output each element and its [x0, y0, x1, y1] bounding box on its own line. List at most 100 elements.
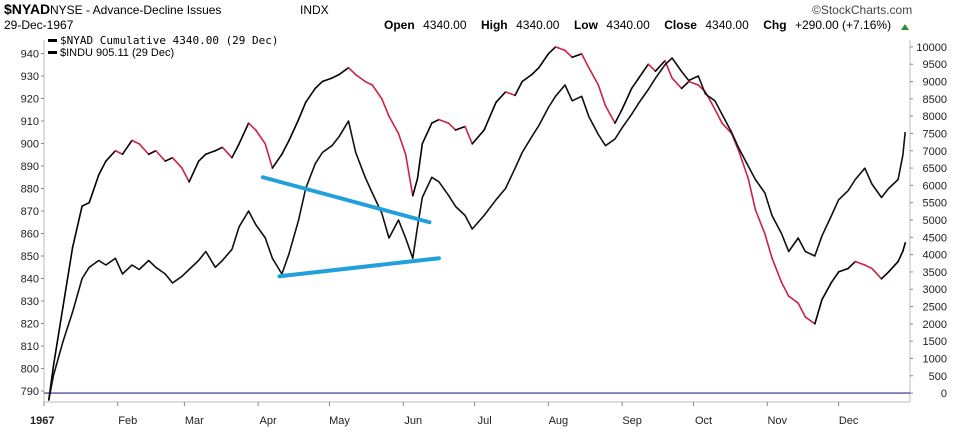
nyad-segment: [564, 49, 573, 59]
right-tick-label: 7000: [923, 146, 947, 158]
nyad-segment: [97, 160, 107, 176]
nyad-segment: [780, 281, 790, 297]
nyad-segment: [504, 91, 516, 97]
nyad-segment: [647, 63, 657, 72]
nyad-segment: [297, 101, 307, 121]
right-tick-label: 1000: [923, 353, 947, 365]
nyad-segment: [887, 260, 899, 273]
right-tick-label: 6500: [923, 163, 947, 175]
nyad-segment: [331, 73, 340, 79]
legend: $NYAD Cumulative 4340.00 (29 Dec)$INDU 9…: [48, 34, 279, 59]
nyad-segment: [247, 122, 257, 131]
x-tick-label: Oct: [695, 415, 712, 427]
nyad-segment: [737, 149, 750, 180]
nyad-segment: [254, 129, 267, 145]
nyad-segment: [381, 98, 390, 117]
x-tick-label: Jul: [478, 415, 492, 427]
nyad-segment: [264, 143, 274, 169]
high-label: High: [481, 18, 508, 32]
right-tick-label: 4000: [923, 250, 947, 262]
nyad-segment: [62, 246, 74, 308]
nyad-segment: [105, 149, 117, 162]
x-tick-label: Dec: [839, 415, 859, 427]
nyad-segment: [514, 80, 524, 97]
trendlines: [260, 175, 441, 279]
left-tick-label: 790: [21, 386, 39, 398]
nyad-segment: [787, 295, 799, 304]
nyad-segment: [304, 87, 317, 104]
nyad-segment: [188, 160, 200, 183]
nyad-segment: [687, 80, 700, 86]
nyad-segment: [854, 260, 866, 266]
right-tick-label: 3500: [923, 267, 947, 279]
left-tick-label: 900: [21, 139, 39, 151]
right-tick-label: 2500: [923, 302, 947, 314]
left-tick-label: 930: [21, 71, 39, 83]
nyad-segment: [197, 153, 207, 162]
open-label: Open: [384, 18, 415, 32]
x-tick-label: Feb: [118, 415, 137, 427]
nyad-segment: [454, 125, 466, 131]
legend-label: $INDU 905.11 (29 Dec): [60, 47, 174, 59]
nyad-segment: [397, 132, 407, 156]
chart-date: 29-Dec-1967: [4, 18, 74, 32]
right-tick-label: 3000: [923, 284, 947, 296]
nyad-segment: [521, 73, 533, 83]
nyad-segment: [364, 80, 374, 86]
nyad-segment: [797, 302, 807, 318]
trendline-1: [260, 175, 432, 225]
right-tick-label: 1500: [923, 336, 947, 348]
left-tick-label: 810: [21, 341, 39, 353]
left-tick-label: 880: [21, 184, 39, 196]
nyad-segment: [588, 66, 600, 86]
nyad-segment: [671, 77, 683, 90]
x-axis: 1967 Feb Mar Apr May Jun Jul Aug Sep Oct Nov Dec: [30, 402, 859, 427]
nyad-segment: [754, 208, 766, 235]
right-tick-label: 8000: [923, 111, 947, 123]
right-tick-label: 5500: [923, 198, 947, 210]
nyad-segment: [314, 80, 324, 90]
nyad-segment: [530, 66, 540, 76]
nyad-segment: [630, 77, 640, 90]
nyad-segment: [114, 149, 124, 156]
plot-frame: [43, 40, 911, 403]
nyad-segment: [321, 77, 333, 83]
left-tick-label: 920: [21, 94, 39, 106]
nyad-segment: [771, 257, 783, 284]
nyad-segment: [614, 108, 623, 124]
nyad-segment: [347, 66, 357, 76]
nyad-segment: [238, 122, 250, 145]
nyad-segment: [483, 101, 497, 131]
left-tick-label: 850: [21, 251, 39, 263]
x-tick-label: Jun: [404, 415, 422, 427]
close-label: Close: [664, 18, 697, 32]
nyad-segment: [821, 281, 833, 301]
left-tick-label: 940: [21, 49, 39, 61]
chart-description: NYSE - Advance-Decline Issues: [50, 3, 221, 17]
nyad-segment: [464, 125, 474, 145]
nyad-segment: [338, 66, 350, 76]
x-tick-label: May: [329, 415, 350, 427]
nyad-segment: [388, 115, 400, 135]
nyad-segment: [804, 316, 816, 325]
nyad-segment: [88, 174, 100, 204]
left-tick-label: 860: [21, 229, 39, 241]
nyad-segment: [438, 118, 450, 124]
nyad-segment: [571, 53, 583, 59]
nyad-segment: [411, 177, 419, 197]
right-tick-label: 500: [929, 371, 947, 383]
right-tick-label: 4500: [923, 232, 947, 244]
right-axis: 0 500 1000 1500 2000 2500 3000 3500 4000 4500 5000…: [910, 42, 947, 400]
right-tick-label: 2000: [923, 319, 947, 331]
nyad-segment: [155, 149, 167, 162]
nyad-segment: [430, 118, 440, 124]
left-tick-label: 840: [21, 274, 39, 286]
right-tick-label: 6000: [923, 180, 947, 192]
nyad-segment: [52, 305, 64, 367]
nyad-segment: [654, 59, 666, 72]
nyad-segment: [721, 122, 733, 135]
nyad-segment: [830, 271, 840, 284]
nyad-segment: [81, 201, 91, 207]
nyad-segment: [837, 267, 849, 273]
nyad-segment: [281, 139, 290, 156]
